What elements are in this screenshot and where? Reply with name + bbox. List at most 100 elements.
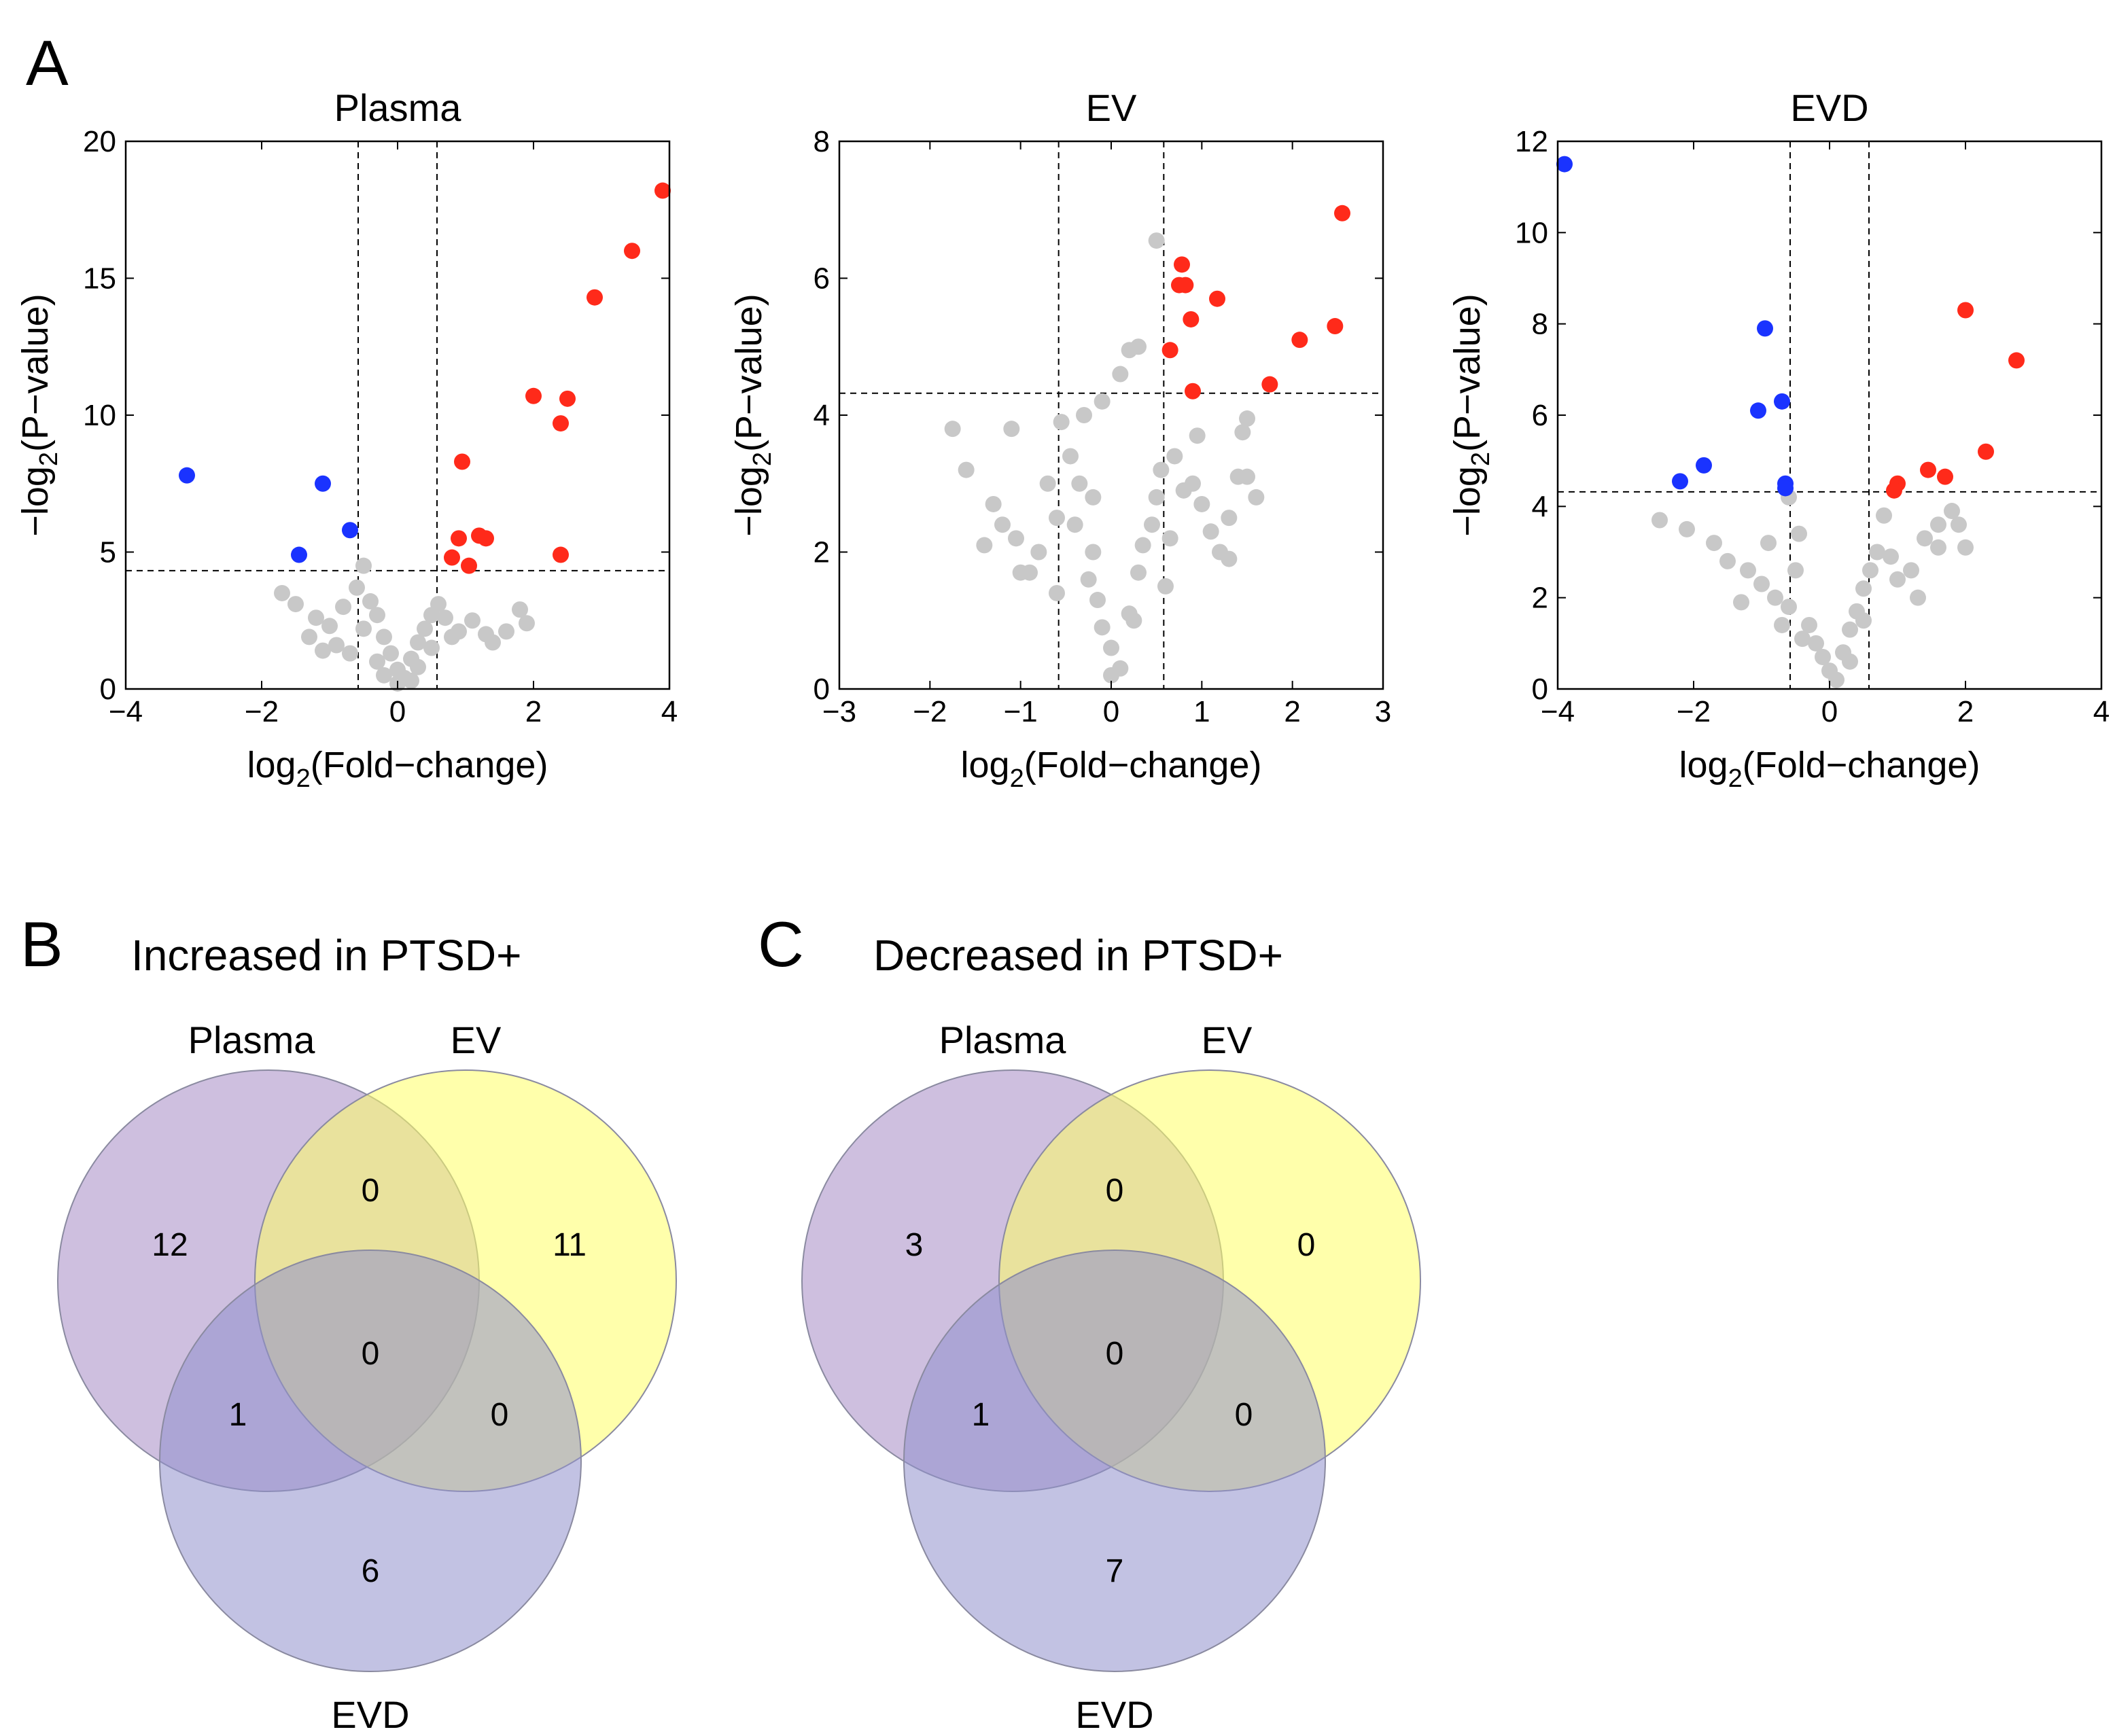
point-not-significant [1003,421,1020,438]
point-increased [444,549,460,566]
point-not-significant [1234,424,1251,441]
count-plasma-only: 12 [152,1227,188,1263]
point-not-significant [1869,544,1885,561]
x-axis-label: log2(Fold−change) [961,745,1262,793]
count-ev-only: 0 [1297,1227,1316,1263]
point-not-significant [1815,648,1831,665]
point-not-significant [1161,530,1178,547]
y-tick-label: 10 [83,399,116,432]
point-not-significant [464,612,480,629]
point-increased [1886,482,1902,499]
point-not-significant [355,557,372,574]
point-increased [2008,352,2025,369]
x-axis-label: log2(Fold−change) [1679,745,1980,793]
point-not-significant [321,618,338,635]
point-increased [1334,205,1350,222]
x-tick-label: 0 [1103,695,1119,728]
point-not-significant [485,634,501,651]
venn-increased: Increased in PTSD+ Plasma EV EVD 12 11 6… [57,931,677,1736]
y-tick-label: 10 [1515,216,1548,249]
point-increased [525,387,542,404]
point-not-significant [1089,592,1106,609]
point-not-significant [1957,539,1974,556]
volcano-plot-evd: −4 −2 0 2 4 0 2 4 6 8 10 12 EVD log2(Fold−change) −log… [1447,86,2110,793]
point-increased [1183,311,1200,327]
point-increased [587,289,603,306]
set-label-ev: EV [451,1018,502,1061]
point-not-significant [355,620,372,637]
point-not-significant [1248,489,1265,506]
point-not-significant [1239,410,1255,427]
point-not-significant [1049,510,1065,527]
point-not-significant [1876,507,1892,524]
point-not-significant [1855,580,1872,597]
point-not-significant [1740,562,1756,579]
point-not-significant [1842,621,1858,638]
point-not-significant [1774,616,1790,633]
point-not-significant [1808,635,1824,652]
x-tick-label: −3 [822,695,856,728]
x-tick-label: 2 [1284,695,1300,728]
x-tick-label: 2 [525,695,542,728]
point-not-significant [1189,427,1206,444]
point-decreased [1757,320,1773,337]
point-not-significant [417,620,433,637]
y-tick-label: 20 [83,125,116,158]
point-increased [1327,318,1344,335]
point-increased [1937,468,1953,485]
point-not-significant [1862,562,1878,579]
point-not-significant [1008,530,1024,547]
point-not-significant [1801,616,1817,633]
point-increased [1291,332,1308,349]
point-not-significant [519,615,535,632]
x-tick-label: −1 [1004,695,1038,728]
count-plasma-evd: 1 [972,1397,990,1433]
volcano-plot-plasma: −4 −2 0 2 4 0 5 10 15 20 Plasma log2(Fold−change) −l… [15,86,678,793]
point-increased [1177,277,1194,294]
point-not-significant [437,609,453,626]
venn-title: Decreased in PTSD+ [873,931,1283,980]
plot-title: Plasma [334,86,462,129]
count-ev-only: 11 [553,1227,587,1263]
point-not-significant [1053,414,1070,431]
point-not-significant [1166,448,1183,465]
point-not-significant [1221,550,1238,567]
point-not-significant [1679,520,1695,537]
y-tick-label: 2 [814,536,830,569]
point-not-significant [1066,516,1083,533]
point-not-significant [1125,612,1142,629]
x-tick-label: 0 [1821,695,1838,728]
y-tick-label: 0 [100,673,116,706]
point-increased [553,546,569,563]
set-label-plasma: Plasma [939,1018,1067,1061]
point-not-significant [287,596,304,613]
y-axis-label: −log2(P−value) [15,294,63,536]
count-ev-evd: 0 [1235,1397,1253,1433]
point-not-significant [1917,530,1933,547]
point-not-significant [328,637,345,654]
point-not-significant [498,623,514,640]
point-not-significant [1130,564,1147,581]
point-not-significant [376,667,392,684]
y-tick-label: 8 [1532,308,1548,341]
x-tick-label: −4 [109,695,143,728]
point-decreased [179,467,195,484]
y-tick-label: 12 [1515,125,1548,158]
point-decreased [1556,156,1573,173]
point-not-significant [958,461,975,478]
x-tick-label: −4 [1541,695,1575,728]
point-not-significant [1239,468,1255,485]
y-tick-label: 4 [1532,490,1548,523]
point-not-significant [1787,562,1804,579]
point-not-significant [1930,539,1946,556]
point-not-significant [1767,589,1783,606]
point-not-significant [1221,510,1238,527]
point-increased [1209,290,1225,307]
point-increased [654,182,671,199]
point-not-significant [1193,495,1210,512]
point-increased [1174,256,1190,273]
point-decreased [1774,393,1790,410]
point-not-significant [1883,548,1899,565]
point-not-significant [430,596,447,613]
point-not-significant [1144,516,1160,533]
